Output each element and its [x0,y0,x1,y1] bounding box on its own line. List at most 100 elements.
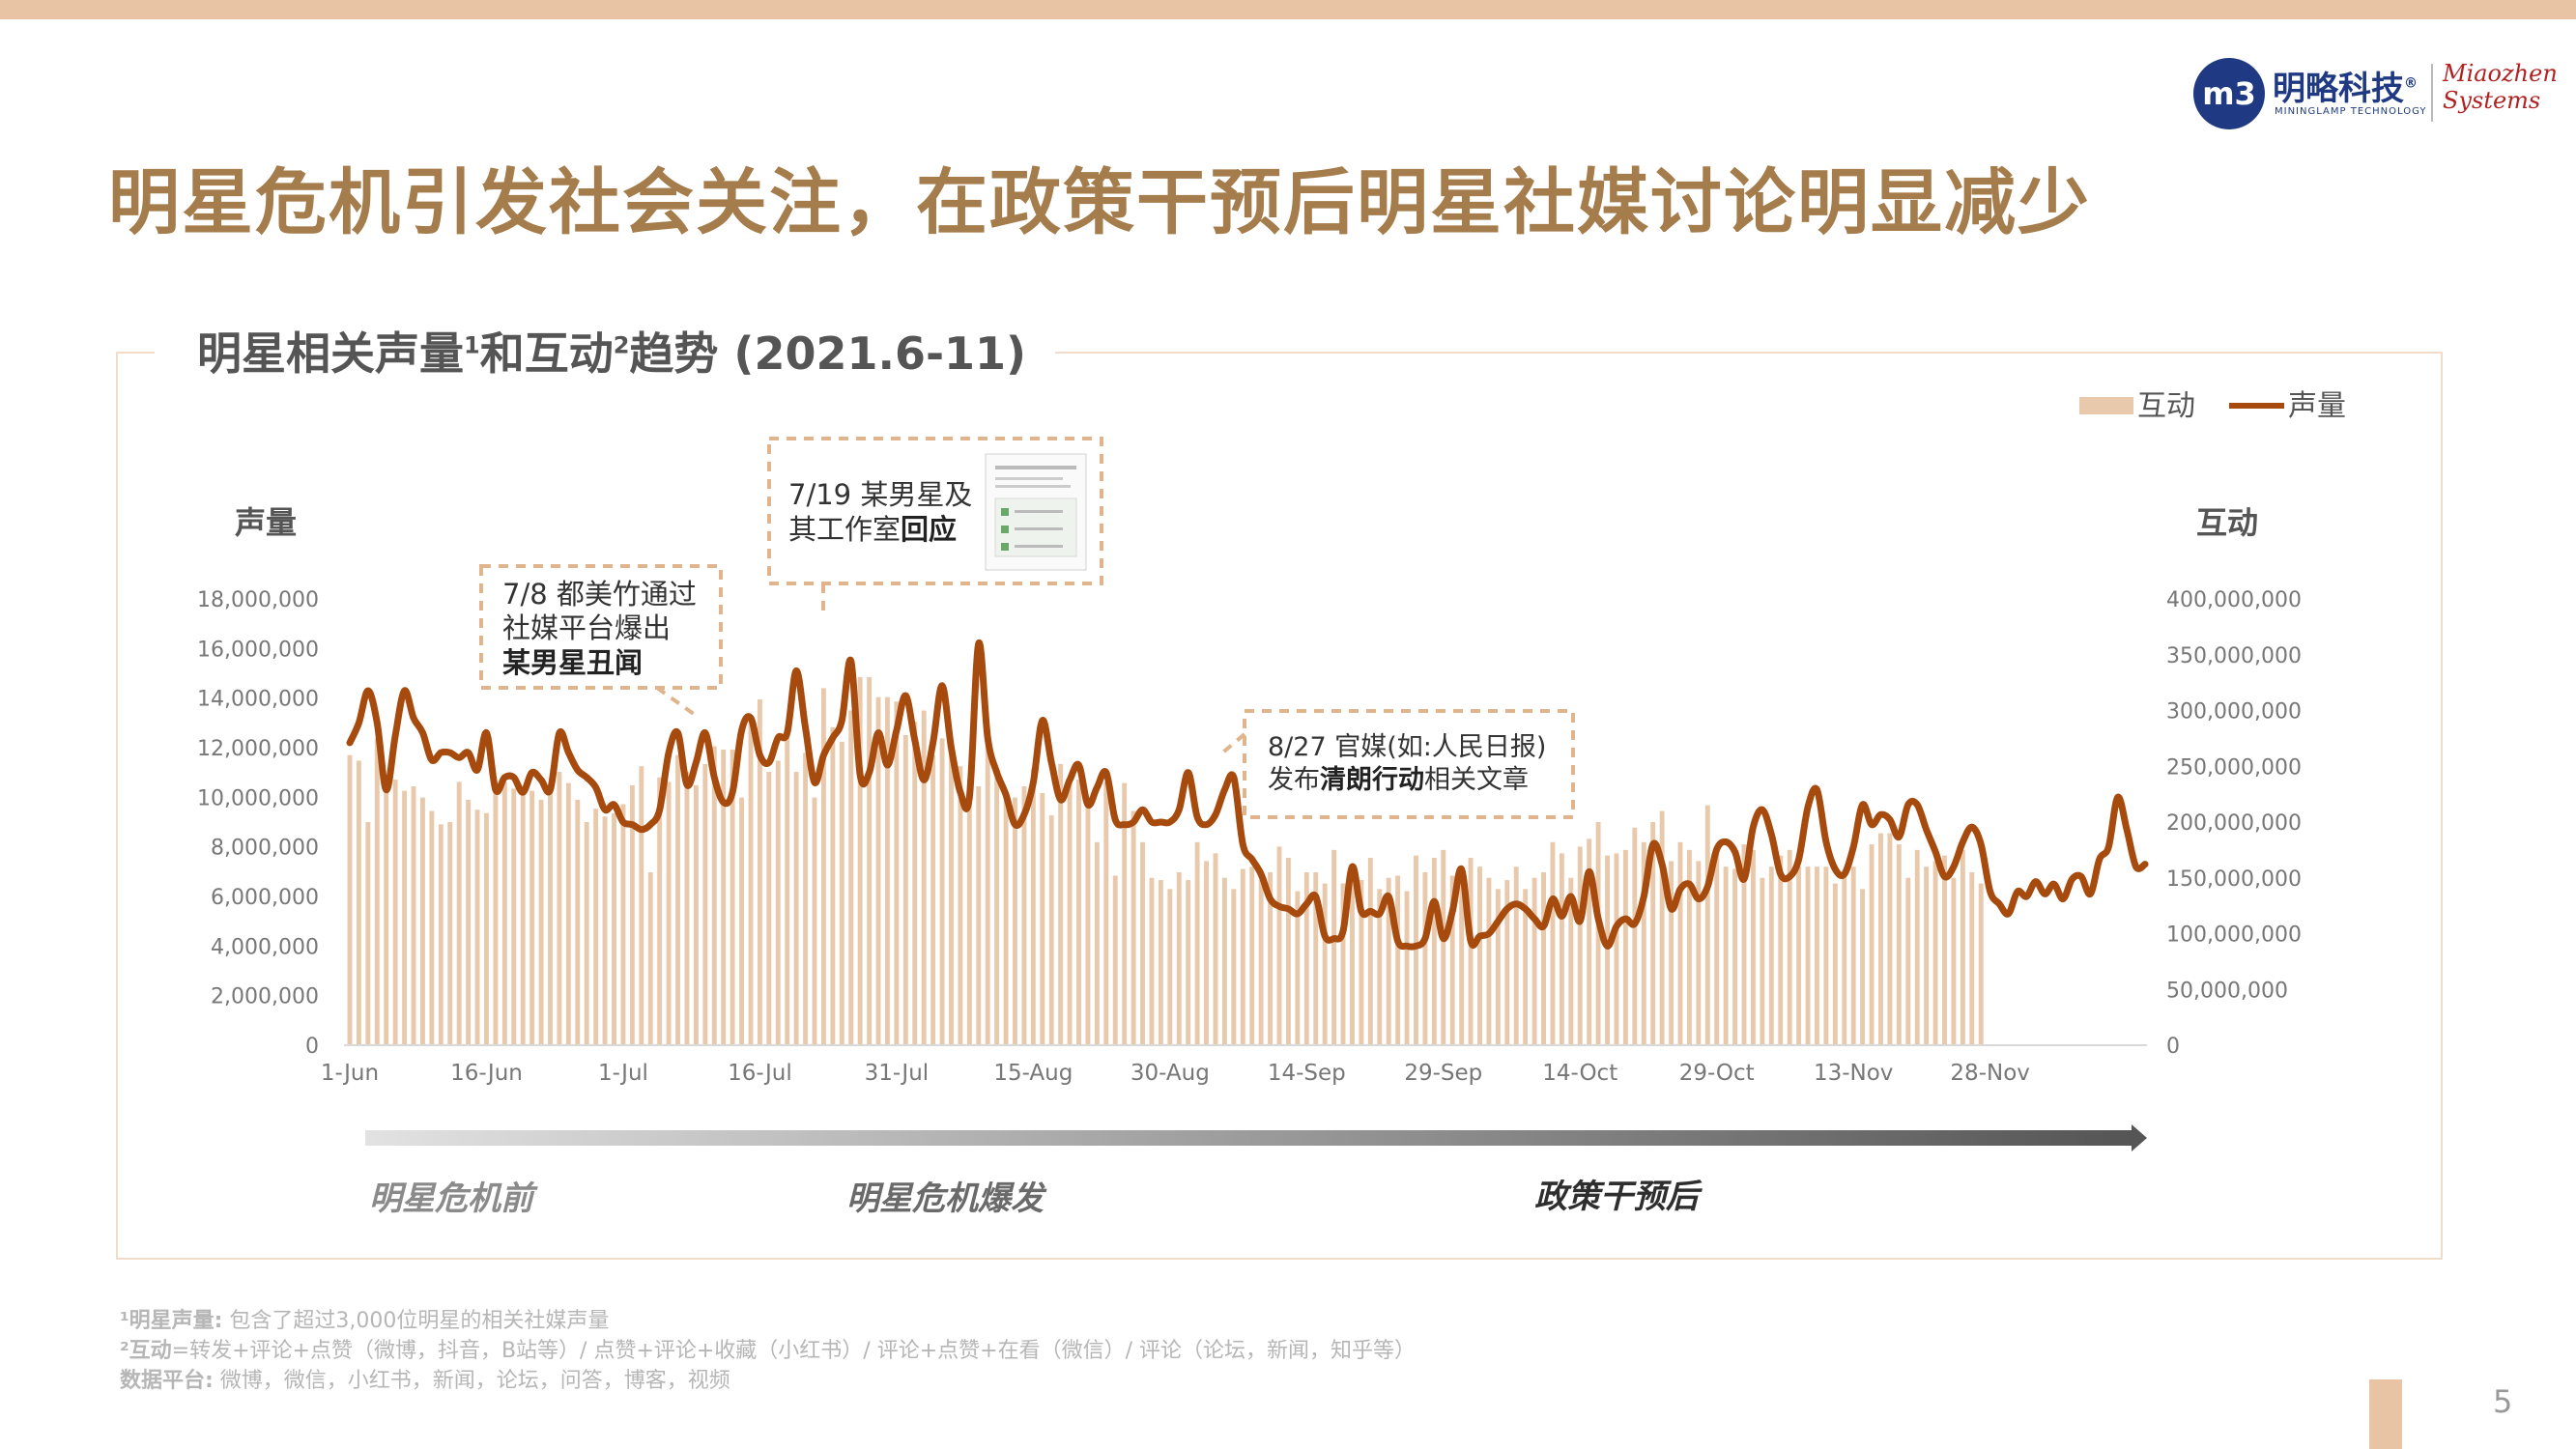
interaction-bar [1914,849,1920,1045]
annotation-response: 7/19 某男星及 其工作室回应 [767,437,1103,614]
right-tick-label: 300,000,000 [2166,700,2302,724]
interaction-bar [1614,853,1619,1045]
interaction-bar [1158,880,1163,1045]
interaction-bar [994,777,1000,1045]
interaction-bar [1696,861,1702,1045]
interaction-bar [1231,889,1237,1045]
interaction-bar [1194,841,1200,1045]
interaction-bar [812,797,817,1045]
interaction-bar [620,804,626,1045]
interaction-bar [1887,833,1893,1045]
left-tick-label: 10,000,000 [197,786,319,810]
interaction-bar [1541,871,1546,1045]
interaction-bar [565,782,571,1045]
footnotes: ¹明星声量: 包含了超过3,000位明星的相关社媒声量 ²互动=转发+评论+点赞… [120,1306,1416,1396]
interaction-bar [757,698,762,1045]
interaction-bar [347,754,353,1045]
x-tick-label: 14-Sep [1268,1061,1346,1086]
interaction-bar [1285,857,1291,1045]
annotation-policy-line1: 8/27 官媒(如:人民日报) [1268,732,1546,762]
interaction-bar [1340,883,1346,1045]
annotation-response-line2: 其工作室回应 [788,513,957,546]
right-tick-label: 100,000,000 [2166,923,2302,948]
page-title: 明星危机引发社会关注，在政策干预后明星社媒讨论明显减少 [108,161,2091,244]
interaction-bar [402,790,408,1045]
interaction-bar [930,754,936,1045]
interaction-bar [949,753,954,1045]
interaction-bar [1414,855,1418,1045]
interaction-bar [1787,849,1792,1045]
logo-mark-icon: m3 [2193,58,2265,129]
left-tick-label: 18,000,000 [197,588,319,612]
logo-company-en: MININGLAMP TECHNOLOGY [2275,106,2427,117]
interaction-bar [1878,833,1883,1045]
interaction-bar [921,710,927,1045]
interaction-bar [1249,867,1255,1045]
interaction-bar [1850,867,1856,1045]
interaction-bar [447,822,453,1045]
interaction-bar [693,784,699,1045]
interaction-bar [1441,849,1446,1045]
interaction-bar [1823,867,1829,1045]
interaction-bar [438,824,444,1045]
left-tick-label: 0 [305,1035,319,1059]
interaction-bar [1122,782,1128,1045]
interaction-bar [730,749,735,1045]
interaction-bars [347,676,1984,1045]
interaction-bar [1013,797,1017,1045]
interaction-bar [1240,868,1245,1045]
interaction-bar [1905,877,1911,1045]
left-axis-label: 声量 [235,504,297,541]
interaction-bar [538,799,544,1045]
interaction-bar [1750,849,1756,1045]
right-tick-label: 50,000,000 [2166,979,2288,1003]
interaction-bar [501,781,507,1045]
x-tick-label: 29-Sep [1404,1061,1482,1086]
interaction-bar [1313,871,1319,1045]
interaction-bar [857,676,863,1045]
interaction-bar [702,763,708,1045]
right-tick-label: 150,000,000 [2166,867,2302,892]
interaction-bar [1067,780,1073,1045]
x-tick-label: 16-Jul [728,1061,792,1086]
interaction-bar [1842,871,1847,1045]
interaction-bar [721,749,727,1045]
legend: 互动 声量 [2079,389,2346,423]
footnote-interaction: ²互动=转发+评论+点赞（微博，抖音，B站等）/ 点赞+评论+收藏（小红书）/ … [120,1339,1416,1363]
interaction-bar [1058,763,1064,1045]
interaction-bar [1659,810,1665,1045]
interaction-bar [1896,844,1902,1045]
interaction-bar [1741,844,1747,1045]
interaction-bar [1942,855,1947,1045]
right-axis-label: 互动 [2196,504,2258,541]
interaction-bar [1204,861,1210,1045]
footnote-volume: ¹明星声量: 包含了超过3,000位明星的相关社媒声量 [120,1309,610,1333]
interaction-bar [1131,810,1136,1045]
interaction-bar [830,726,836,1045]
interaction-bar [639,766,644,1045]
interaction-bar [411,786,416,1045]
interaction-bar [1860,889,1866,1045]
phase-before-label: 明星危机前 [369,1179,538,1218]
interaction-bar [1431,857,1437,1045]
legend-bar-swatch [2079,397,2133,414]
interaction-bar [766,772,772,1045]
x-tick-label: 15-Aug [993,1061,1073,1086]
left-tick-label: 8,000,000 [211,837,319,861]
interaction-bar [1559,853,1564,1045]
interaction-bar [675,754,680,1045]
interaction-bar [1048,815,1054,1045]
x-tick-label: 14-Oct [1542,1061,1617,1086]
interaction-bar [1805,867,1811,1045]
left-tick-label: 16,000,000 [197,638,319,662]
interaction-bar [1030,768,1036,1045]
interaction-bar [647,871,653,1045]
interaction-bar [775,760,781,1045]
interaction-bar [1978,883,1984,1045]
interaction-bar [939,738,945,1045]
right-axis-ticks: 0 50,000,000 100,000,000 150,000,000 200,000… [2166,588,2302,1059]
annotation-policy-box [1243,709,1575,819]
interaction-bar [1568,877,1574,1045]
x-tick-label: 30-Aug [1131,1061,1210,1086]
